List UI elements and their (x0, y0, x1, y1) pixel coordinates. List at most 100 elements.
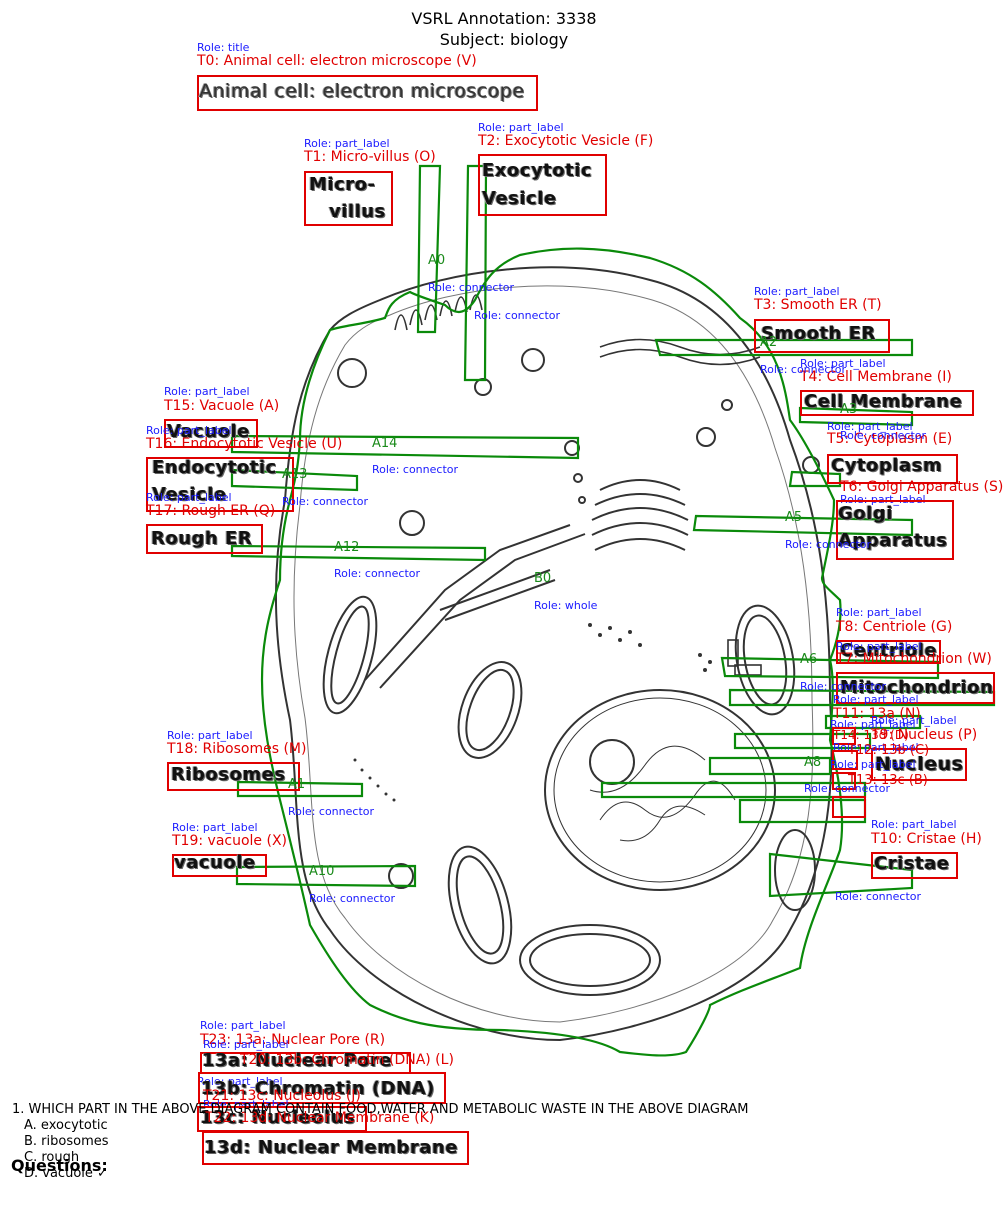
t21-annotation: T21: 13c: Nucleolus (J) (203, 1088, 361, 1104)
option-b: B. ribosomes (24, 1134, 109, 1149)
t13-annotation: T13: 13c (B) (848, 773, 928, 788)
t16-role: Role: part_label (146, 424, 232, 437)
a3-role: Role: connector (840, 429, 927, 442)
t15-box (164, 419, 258, 448)
t1-box (304, 171, 393, 226)
arrow-b0: B0 (534, 571, 552, 586)
t9-role: Role: part_label (871, 714, 957, 727)
arrow-a0: A0 (428, 253, 446, 268)
question-block: 1. WHICH PART IN THE ABOVE DIAGRAM CONTA… (12, 1102, 749, 1182)
t17-role: Role: part_label (146, 491, 232, 504)
vacuole-low-label: vacuole (174, 852, 256, 873)
t2-annotation: T2: Exocytotic Vesicle (F) (478, 133, 654, 149)
endo-label-1: Endocytotic (152, 457, 277, 478)
t3-annotation: T3: Smooth ER (T) (754, 297, 882, 313)
centriole-shape (727, 639, 762, 676)
t18-box (167, 762, 300, 791)
t20-box (198, 1072, 446, 1104)
t16-annotation: T16: Endocytotic Vesicle (U) (146, 436, 343, 452)
smooth-er-shape (599, 338, 761, 366)
a1-role: Role: connector (474, 309, 561, 322)
t16-box (146, 457, 294, 512)
t9-box (871, 748, 967, 781)
t4-box (800, 390, 974, 416)
t12-box (832, 750, 858, 770)
t7-role: Role: part_label (836, 640, 922, 653)
arrow-a13: A13 (282, 467, 308, 482)
t13-box (832, 772, 856, 790)
cell-outline (274, 266, 833, 1042)
golgi-label-2: Apparatus (838, 530, 948, 551)
t3-role: Role: part_label (754, 285, 840, 298)
a2-role: Role: connector (760, 363, 847, 376)
arrow-a3: A3 (840, 402, 858, 417)
t11-role: Role: part_label (833, 693, 919, 706)
endo-label-2: Vesicle (152, 484, 227, 505)
t7-annotation: T7: Mitochondrion (W) (836, 651, 992, 667)
cristae-label: Cristae (874, 853, 950, 874)
smooth-er-label: Smooth ER (761, 323, 876, 344)
t5-role: Role: part_label (827, 420, 913, 433)
t9-annotation: T9: Nucleus (P) (871, 727, 978, 743)
arrow-a14: A14 (372, 436, 398, 451)
title-role: Role: title (197, 41, 250, 54)
t7-box (836, 672, 995, 704)
t10-box (871, 852, 958, 879)
t23-role: Role: part_label (200, 1019, 286, 1032)
golgi-shape (591, 479, 689, 551)
t20-role: Role: part_label (203, 1038, 289, 1051)
t17-box (146, 524, 263, 554)
t23-annotation: T23: 13a: Nuclear Pore (R) (200, 1032, 386, 1048)
a11-role: Role: connector (288, 805, 375, 818)
chromatin-label: 13b: Chromatin (DNA) (201, 1078, 435, 1099)
t18-annotation: T18: Ribosomes (M) (167, 741, 307, 757)
t4-annotation: T4: Cell Membrane (I) (800, 369, 952, 385)
t5-annotation: T5: Cytoplasm (E) (827, 431, 953, 447)
t14-box (832, 796, 866, 818)
t19-annotation: T19: vacuole (X) (172, 833, 288, 849)
t10-role: Role: part_label (871, 818, 957, 831)
t13-role: Role: part_label (830, 758, 916, 771)
vacuole-top-label: Vacuole (167, 421, 250, 442)
t20-annotation: T20: 13b: Chromatin (DNA) (L) (240, 1052, 454, 1068)
a9-role: Role: connector (835, 890, 922, 903)
micro-label-1: Micro- (309, 174, 376, 195)
t2-box (478, 154, 607, 216)
t15-role: Role: part_label (164, 385, 250, 398)
t6-role: Role: part_label (840, 493, 926, 506)
t8-annotation: T8: Centriole (G) (836, 619, 953, 635)
t14-annotation: T14: 13d (D) (833, 728, 909, 742)
a10-role: Role: connector (309, 892, 396, 905)
question-text: 1. WHICH PART IN THE ABOVE DIAGRAM CONTA… (12, 1102, 749, 1117)
annotation-id: VSRL Annotation: 3338 (411, 9, 597, 28)
nucleolus-label: 13c: Nucleolus (200, 1107, 356, 1128)
option-a: A. exocytotic (24, 1118, 108, 1133)
option-c: C. rough (24, 1150, 80, 1165)
nuclear-pore-label: 13a: Nuclear Pore (202, 1050, 393, 1071)
ribosome-dots (353, 623, 712, 802)
t6-annotation: T6: Golgi Apparatus (S) (840, 479, 1004, 495)
vesicle-shapes (337, 348, 820, 889)
microvilli (394, 294, 483, 331)
ribosomes-label: Ribosomes (171, 764, 286, 785)
centriole-label: Centriole (840, 640, 938, 661)
subject-line: Subject: biology (439, 30, 569, 49)
a14-role: Role: connector (372, 463, 459, 476)
t8-box (836, 640, 941, 664)
arrow-a2: A2 (760, 335, 778, 350)
arrow-a6: A6 (800, 652, 818, 667)
cell-membrane-label: Cell Membrane (804, 391, 963, 412)
t21-role: Role: part_label (197, 1075, 283, 1088)
mitochondria-shapes (322, 595, 816, 996)
golgi-label-1: Golgi (838, 503, 893, 524)
exo-label-2: Vesicle (482, 188, 557, 209)
t5-box (827, 454, 958, 484)
image-title: Animal cell: electron microscope (199, 80, 525, 102)
arrow-a10: A10 (309, 864, 335, 879)
t8-role: Role: part_label (836, 606, 922, 619)
t3-box (754, 319, 890, 353)
rough-er-label: Rough ER (151, 528, 253, 549)
nucleus-shape (544, 689, 776, 891)
t10-annotation: T10: Cristae (H) (871, 831, 982, 847)
arrow-a8: A8 (804, 755, 822, 770)
